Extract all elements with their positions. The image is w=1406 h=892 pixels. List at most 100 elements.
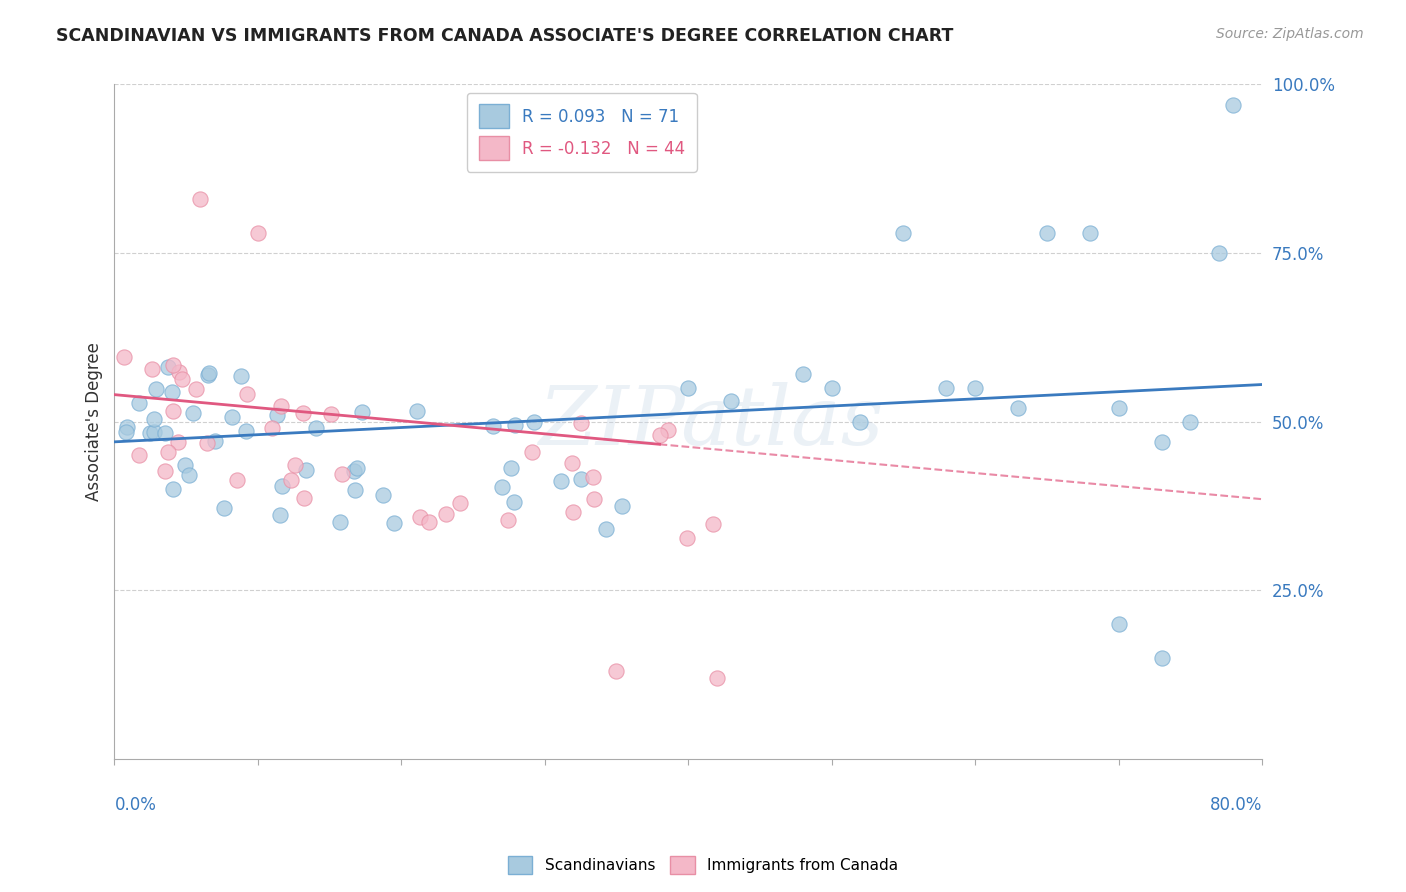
Point xyxy=(190,192,212,206)
Point xyxy=(965,381,987,395)
Text: 0.0%: 0.0% xyxy=(114,796,156,814)
Point xyxy=(1007,401,1029,416)
Point xyxy=(491,479,513,493)
Point xyxy=(371,488,394,502)
Point xyxy=(702,516,724,531)
Point xyxy=(214,501,236,516)
Point xyxy=(172,372,194,386)
Point xyxy=(648,428,671,442)
Legend: R = 0.093   N = 71, R = -0.132   N = 44: R = 0.093 N = 71, R = -0.132 N = 44 xyxy=(467,93,697,171)
Point xyxy=(503,418,526,433)
Point xyxy=(292,491,315,505)
Point xyxy=(142,411,165,425)
Point xyxy=(139,426,162,441)
Point xyxy=(1036,226,1059,240)
Point xyxy=(246,226,269,240)
Point xyxy=(167,365,190,379)
Point xyxy=(1108,401,1130,416)
Point xyxy=(177,467,200,482)
Point xyxy=(173,458,195,472)
Point xyxy=(612,499,634,513)
Point xyxy=(270,479,292,493)
Point xyxy=(706,671,728,685)
Point xyxy=(583,491,606,506)
Point xyxy=(269,508,291,522)
Point xyxy=(346,460,368,475)
Point xyxy=(792,368,814,382)
Point xyxy=(675,532,697,546)
Point xyxy=(128,396,150,410)
Point xyxy=(226,473,249,487)
Point xyxy=(720,394,742,409)
Point xyxy=(145,382,167,396)
Text: Source: ZipAtlas.com: Source: ZipAtlas.com xyxy=(1216,27,1364,41)
Point xyxy=(409,509,432,524)
Point xyxy=(569,472,592,486)
Point xyxy=(343,464,366,478)
Point xyxy=(262,421,284,435)
Point xyxy=(221,409,243,424)
Point xyxy=(406,404,429,418)
Point xyxy=(184,382,207,396)
Point xyxy=(294,463,316,477)
Point xyxy=(893,226,915,240)
Point xyxy=(496,513,519,527)
Point xyxy=(167,435,190,450)
Point xyxy=(235,424,257,438)
Text: SCANDINAVIAN VS IMMIGRANTS FROM CANADA ASSOCIATE'S DEGREE CORRELATION CHART: SCANDINAVIAN VS IMMIGRANTS FROM CANADA A… xyxy=(56,27,953,45)
Text: 80.0%: 80.0% xyxy=(1209,796,1263,814)
Point xyxy=(280,473,302,487)
Point xyxy=(141,362,163,376)
Point xyxy=(1078,226,1101,240)
Y-axis label: Associate's Degree: Associate's Degree xyxy=(86,343,103,501)
Point xyxy=(195,436,218,450)
Point xyxy=(1150,434,1173,449)
Point xyxy=(582,470,605,484)
Point xyxy=(162,358,184,372)
Point xyxy=(657,423,679,437)
Point xyxy=(418,515,440,529)
Point xyxy=(449,495,471,509)
Point xyxy=(236,386,259,401)
Point xyxy=(1222,97,1244,112)
Point xyxy=(160,384,183,399)
Point xyxy=(1180,415,1202,429)
Point xyxy=(1208,246,1230,260)
Point xyxy=(231,369,253,384)
Point xyxy=(204,434,226,449)
Point xyxy=(197,368,219,382)
Point xyxy=(503,495,526,509)
Point xyxy=(482,418,505,433)
Point xyxy=(676,381,699,395)
Point xyxy=(569,416,592,430)
Point xyxy=(935,381,957,395)
Point xyxy=(157,359,180,374)
Point xyxy=(266,408,288,422)
Point xyxy=(1108,616,1130,631)
Point xyxy=(344,483,367,497)
Point xyxy=(1150,650,1173,665)
Point xyxy=(550,474,572,488)
Point xyxy=(562,505,585,519)
Point xyxy=(128,448,150,462)
Point xyxy=(112,350,135,364)
Point xyxy=(522,445,544,459)
Point xyxy=(523,415,546,429)
Point xyxy=(499,461,522,475)
Point xyxy=(849,415,872,429)
Point xyxy=(595,522,617,536)
Point xyxy=(350,405,373,419)
Point xyxy=(155,426,177,441)
Point xyxy=(153,465,176,479)
Point xyxy=(162,404,184,418)
Point xyxy=(305,421,328,435)
Point xyxy=(382,516,405,530)
Point xyxy=(284,458,307,472)
Point xyxy=(181,406,204,420)
Text: ZIPatlas: ZIPatlas xyxy=(538,382,884,462)
Point xyxy=(115,420,138,434)
Point xyxy=(270,399,292,413)
Point xyxy=(329,515,352,529)
Point xyxy=(162,482,184,496)
Point xyxy=(198,366,221,380)
